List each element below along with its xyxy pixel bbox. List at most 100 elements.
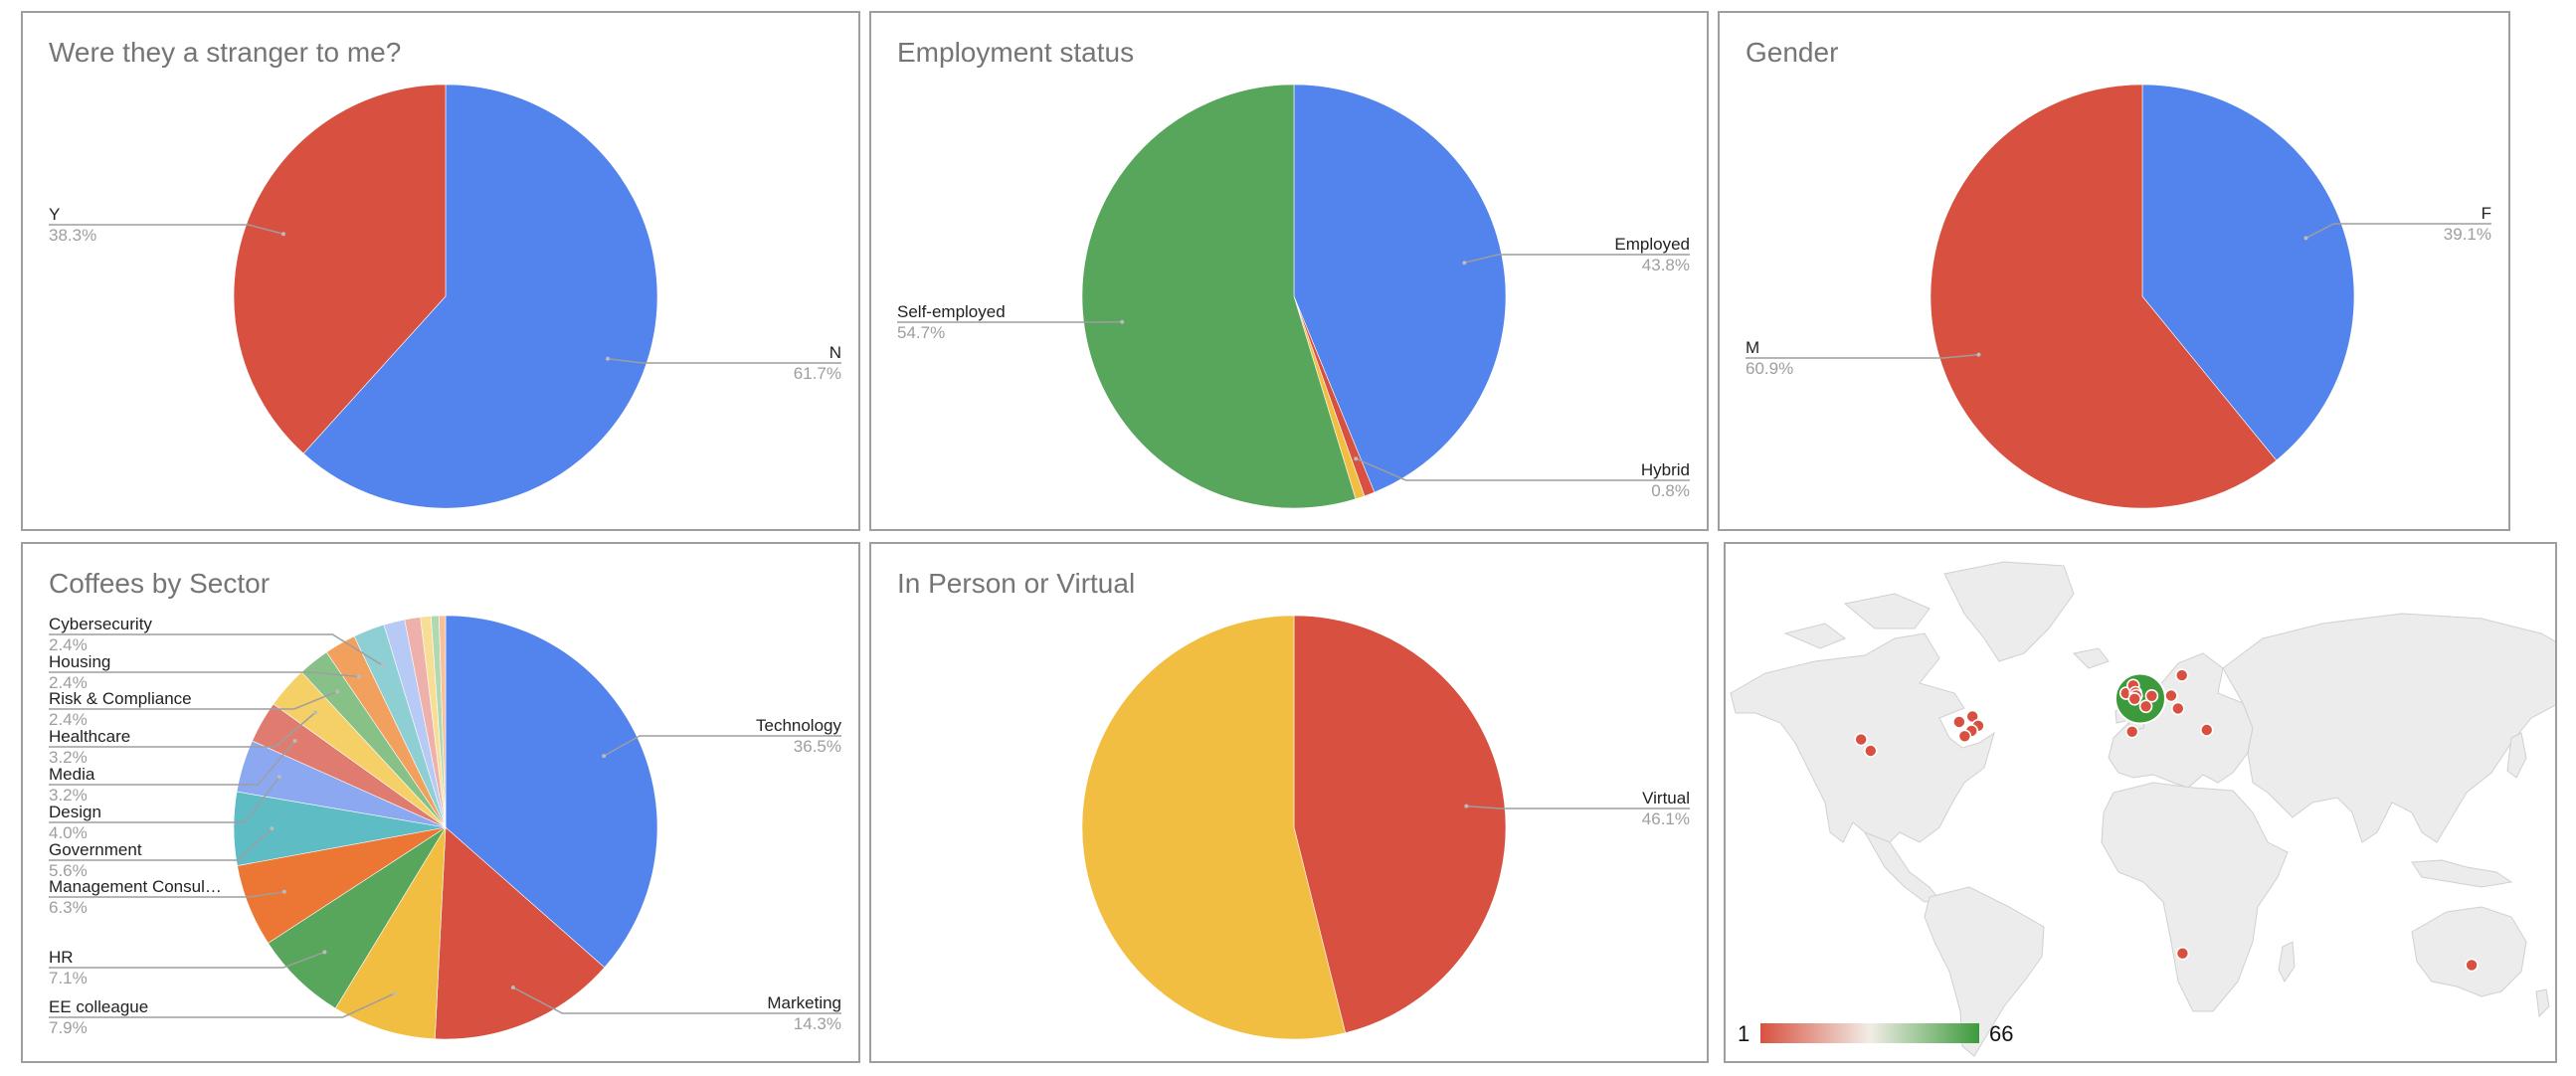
leader-line-healthcare: [49, 711, 316, 748]
leader-dot-virtual: [1464, 804, 1469, 808]
slice-label-healthcare: Healthcare: [49, 727, 130, 746]
leader-dot-f: [2303, 236, 2308, 241]
map-marker-stockholm[interactable]: [2174, 668, 2189, 682]
chart-panel-sector: Coffees by Sector Technology 36.5% Marketi…: [21, 542, 860, 1063]
map-marker-paris[interactable]: [2138, 699, 2153, 714]
map-marker-los-angeles[interactable]: [1863, 744, 1878, 758]
slice-label-hr: HR: [49, 948, 74, 967]
chart-panel-gender: Gender F 39.1% M 60.9%: [1718, 11, 2510, 531]
slice-percent-marketing: 14.3%: [794, 1014, 841, 1033]
slice-percent-cybersecurity: 2.4%: [49, 635, 88, 654]
map-marker-cape-town[interactable]: [2175, 946, 2190, 961]
leader-line-housing: [49, 671, 360, 678]
map-marker-madrid[interactable]: [2124, 725, 2139, 739]
map-marker-toronto[interactable]: [1952, 715, 1966, 729]
land-iceland: [2072, 647, 2110, 669]
land-south-america: [1924, 886, 2045, 1057]
slice-label-m: M: [1746, 338, 1759, 357]
leader-dot-design: [276, 775, 281, 780]
slice-label-y: Y: [49, 205, 60, 224]
map-marker-melbourne[interactable]: [2465, 958, 2479, 973]
slice-percent-self-employed: 54.7%: [897, 323, 945, 342]
leader-dot-healthcare: [312, 710, 317, 715]
leader-line-ee-colleague: [49, 992, 395, 1018]
leader-line-risk-compliance: [49, 690, 338, 710]
legend-min-label: 1: [1738, 1021, 1749, 1046]
slice-label-hybrid: Hybrid: [1641, 460, 1690, 479]
map-marker-berlin[interactable]: [2164, 688, 2178, 703]
pie-slice-marketing[interactable]: [434, 826, 606, 1040]
leader-dot-technology: [602, 754, 607, 759]
leader-dot-employed: [1462, 261, 1467, 266]
slice-label-media: Media: [49, 765, 95, 784]
land-central-america: [1863, 831, 1940, 903]
slice-percent-hr: 7.1%: [49, 969, 88, 987]
slice-percent-government: 5.6%: [49, 861, 88, 880]
leader-line-government: [49, 827, 273, 861]
leader-dot-cybersecurity: [380, 663, 385, 668]
map-marker-bristol[interactable]: [2127, 692, 2142, 706]
leader-line-media: [49, 740, 296, 786]
land-indonesia: [2411, 859, 2513, 888]
slice-percent-f: 39.1%: [2444, 225, 2491, 244]
leader-dot-risk-compliance: [335, 689, 340, 694]
chart-title: Employment status: [897, 37, 1135, 68]
map-markers: [1854, 668, 2479, 973]
pie-slice-f[interactable]: [2141, 84, 2355, 461]
pie-slice-technology[interactable]: [445, 615, 658, 969]
chart-title: Coffees by Sector: [49, 568, 271, 599]
map-marker-washington[interactable]: [1957, 729, 1972, 744]
leader-dot-hybrid: [1354, 456, 1359, 461]
slice-percent-design: 4.0%: [49, 823, 88, 842]
pie-slice-self-employed[interactable]: [1081, 84, 1357, 509]
pie-chart-sector: Technology 36.5% Marketing 14.3% EE colleagu…: [49, 615, 842, 1040]
slice-percent-media: 3.2%: [49, 786, 88, 805]
pie-chart-gender: F 39.1% M 60.9%: [1746, 84, 2491, 509]
slice-percent-y: 38.3%: [49, 226, 96, 245]
leader-line-management-consul: [49, 891, 284, 898]
leader-line-technology: [603, 735, 841, 757]
leader-dot-m: [1976, 352, 1981, 357]
slice-label-technology: Technology: [756, 716, 842, 735]
slice-percent-n: 61.7%: [794, 364, 841, 383]
map-marker-amsterdam[interactable]: [2144, 689, 2159, 703]
pie-slice-y[interactable]: [233, 84, 447, 454]
land-australia: [2411, 906, 2527, 997]
pie-slice-m[interactable]: [1930, 84, 2278, 509]
slice-percent-housing: 2.4%: [49, 673, 88, 692]
legend-gradient: [1760, 1023, 1979, 1043]
leader-line-hybrid: [1355, 457, 1690, 481]
landmass: [1730, 561, 2555, 1057]
map-marker-istanbul[interactable]: [2199, 723, 2214, 737]
leader-line-y: [49, 224, 284, 235]
land-new-zealand: [2535, 988, 2550, 1018]
pie-slice-slice-16[interactable]: [439, 615, 447, 828]
land-europe: [2108, 652, 2254, 789]
leader-dot-hr: [322, 950, 327, 955]
pie-slice-virtual[interactable]: [1293, 615, 1507, 1034]
pie-slice-slice-1[interactable]: [1081, 615, 1347, 1040]
slice-percent-m: 60.9%: [1746, 359, 1793, 378]
leader-dot-media: [292, 738, 297, 743]
slice-percent-hybrid: 0.8%: [1651, 481, 1690, 500]
pie-slice-n[interactable]: [302, 84, 658, 509]
leader-dot-ee-colleague: [392, 990, 397, 995]
leader-line-employed: [1464, 254, 1690, 264]
map-marker-vienna[interactable]: [2171, 701, 2185, 716]
leader-line-design: [49, 776, 280, 823]
leader-line-marketing: [512, 986, 841, 1014]
map-marker-san-francisco[interactable]: [1854, 732, 1868, 747]
slice-label-risk-compliance: Risk & Compliance: [49, 689, 192, 708]
slice-percent-virtual: 46.1%: [1642, 809, 1690, 828]
slice-label-cybersecurity: Cybersecurity: [49, 615, 152, 633]
slice-label-f: F: [2482, 204, 2491, 223]
pie-slice-ee-colleague[interactable]: [334, 826, 447, 1040]
leader-line-cybersecurity: [49, 633, 384, 666]
pie-chart-stranger: N 61.7% Y 38.3%: [49, 84, 841, 509]
chart-title: In Person or Virtual: [897, 568, 1136, 599]
land-africa: [2101, 782, 2289, 1012]
leader-dot-n: [605, 356, 610, 361]
pie-slice-employed[interactable]: [1293, 84, 1507, 493]
leader-dot-y: [281, 232, 286, 237]
leader-line-m: [1746, 353, 1979, 359]
